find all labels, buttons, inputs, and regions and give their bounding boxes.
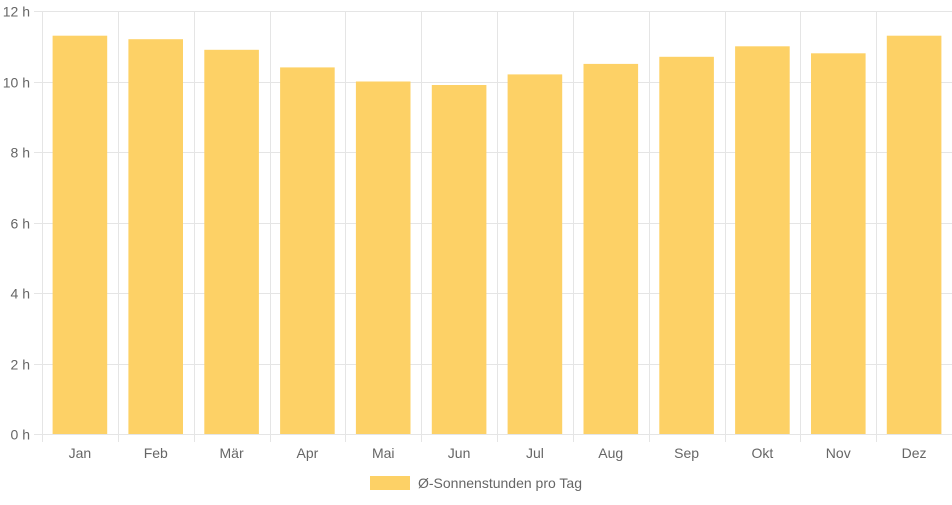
bar-mär [204, 49, 259, 435]
x-tick-label: Mai [372, 445, 395, 461]
bar-apr [280, 67, 335, 435]
bar-mai [355, 81, 411, 434]
bar-sep [659, 56, 714, 435]
legend-swatch [370, 476, 410, 490]
bar-aug [583, 63, 639, 435]
y-tick-label: 6 h [11, 216, 30, 232]
bar-feb [128, 39, 183, 434]
bar-dez [886, 35, 942, 434]
x-tick-label: Okt [752, 445, 774, 461]
y-tick-label: 12 h [3, 4, 30, 20]
y-tick-label: 4 h [11, 286, 30, 302]
grid-lines [34, 11, 952, 442]
bar-jul [507, 74, 563, 435]
legend[interactable]: Ø-Sonnenstunden pro Tag [0, 473, 952, 493]
y-tick-label: 8 h [11, 145, 30, 161]
bar-nov [811, 53, 866, 435]
x-tick-label: Nov [826, 445, 851, 461]
x-tick-label: Sep [674, 445, 699, 461]
bar-okt [735, 46, 790, 435]
y-tick-label: 2 h [11, 357, 30, 373]
bar-jan [52, 35, 108, 434]
x-tick-label: Aug [598, 445, 623, 461]
axes: 0 h 2 h 4 h 6 h 8 h 10 h 12 h Jan Feb Mär Apr Mai Ju… [3, 4, 952, 461]
y-tick-label: 10 h [3, 75, 30, 91]
x-tick-label: Mär [220, 445, 244, 461]
x-tick-label: Jun [448, 445, 471, 461]
x-tick-label: Apr [297, 445, 319, 461]
x-tick-label: Feb [144, 445, 168, 461]
x-tick-label: Jan [69, 445, 92, 461]
bar-jun [431, 85, 487, 434]
y-tick-label: 0 h [11, 427, 30, 443]
bars [52, 35, 942, 435]
x-tick-label: Dez [902, 445, 927, 461]
x-tick-label: Jul [526, 445, 544, 461]
legend-label: Ø-Sonnenstunden pro Tag [418, 475, 582, 491]
